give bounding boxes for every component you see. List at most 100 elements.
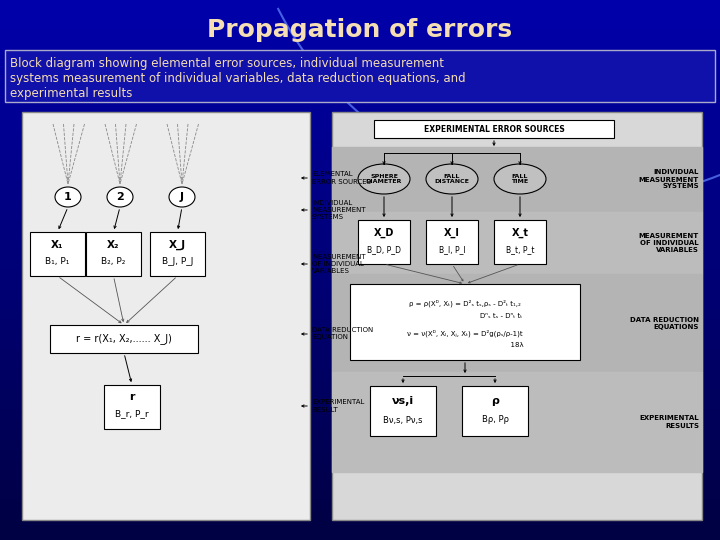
Bar — [0, 220, 720, 230]
FancyBboxPatch shape — [426, 220, 478, 264]
Bar — [0, 420, 720, 430]
Bar — [0, 430, 720, 440]
Text: Dⁿₛ tₛ - Dⁿₜ tₜ: Dⁿₛ tₛ - Dⁿₜ tₜ — [408, 313, 522, 319]
Text: ν = ν(Xᴰ, Xₗ, Xⱼ, Xₜ) = D²g(ρₛ/ρ-1)t: ν = ν(Xᴰ, Xₗ, Xⱼ, Xₜ) = D²g(ρₛ/ρ-1)t — [408, 329, 523, 337]
Text: Bρ, Pρ: Bρ, Pρ — [482, 415, 508, 424]
Text: INDIVIDUAL
MEASUREMENT
SYSTEMS: INDIVIDUAL MEASUREMENT SYSTEMS — [639, 170, 699, 190]
Text: FALL
TIME: FALL TIME — [511, 173, 528, 184]
Bar — [0, 330, 720, 340]
Bar — [0, 20, 720, 30]
Bar — [0, 200, 720, 210]
Bar — [0, 250, 720, 260]
Bar — [0, 160, 720, 170]
Bar — [0, 110, 720, 120]
Bar — [0, 280, 720, 290]
Text: EXPERIMENTAL ERROR SOURCES: EXPERIMENTAL ERROR SOURCES — [423, 125, 564, 133]
Text: SPHERE
DIAMETER: SPHERE DIAMETER — [366, 173, 402, 184]
Text: J: J — [180, 192, 184, 202]
Text: r = r(X₁, X₂,...... X_J): r = r(X₁, X₂,...... X_J) — [76, 334, 172, 345]
Text: DATA REDUCTION
EQUATIONS: DATA REDUCTION EQUATIONS — [630, 316, 699, 329]
Text: B_l, P_l: B_l, P_l — [438, 245, 465, 254]
FancyBboxPatch shape — [350, 284, 580, 360]
Text: X_D: X_D — [374, 228, 394, 238]
Bar — [0, 30, 720, 40]
FancyBboxPatch shape — [358, 220, 410, 264]
Text: B₂, P₂: B₂, P₂ — [102, 258, 126, 266]
Bar — [0, 10, 720, 20]
Bar — [0, 450, 720, 460]
Text: MEASUREMENT
OF INDIVIDUAL
VARIABLES: MEASUREMENT OF INDIVIDUAL VARIABLES — [639, 233, 699, 253]
Text: X_t: X_t — [511, 228, 528, 238]
Text: INDIVIDUAL
MEASUREMENT
SYSTEMS: INDIVIDUAL MEASUREMENT SYSTEMS — [312, 200, 366, 220]
Bar — [0, 380, 720, 390]
Ellipse shape — [358, 164, 410, 194]
Bar — [0, 0, 720, 10]
Bar — [332, 212, 702, 274]
Bar — [0, 360, 720, 370]
Ellipse shape — [169, 187, 195, 207]
Bar — [0, 190, 720, 200]
Bar — [0, 180, 720, 190]
Bar — [0, 290, 720, 300]
Bar — [0, 80, 720, 90]
Text: DATA REDUCTION
EQUATION: DATA REDUCTION EQUATION — [312, 327, 373, 341]
Bar — [332, 274, 702, 372]
FancyBboxPatch shape — [30, 232, 85, 276]
Text: Propagation of errors: Propagation of errors — [207, 18, 513, 42]
FancyBboxPatch shape — [22, 112, 310, 520]
Bar — [0, 70, 720, 80]
FancyBboxPatch shape — [86, 232, 141, 276]
Bar — [0, 440, 720, 450]
Text: B_D, P_D: B_D, P_D — [367, 245, 401, 254]
Bar — [0, 490, 720, 500]
Bar — [332, 372, 702, 472]
FancyBboxPatch shape — [50, 325, 198, 353]
Text: X₁: X₁ — [51, 240, 64, 250]
Bar — [0, 140, 720, 150]
Bar — [0, 400, 720, 410]
Bar — [0, 520, 720, 530]
Text: B_J, P_J: B_J, P_J — [162, 258, 193, 266]
Bar — [0, 480, 720, 490]
Bar — [0, 170, 720, 180]
Text: 1: 1 — [64, 192, 72, 202]
Bar — [0, 510, 720, 520]
Bar — [0, 460, 720, 470]
FancyBboxPatch shape — [374, 120, 614, 138]
Bar — [0, 260, 720, 270]
Text: ELEMENTAL
ERROR SOURCES: ELEMENTAL ERROR SOURCES — [312, 172, 371, 185]
Bar — [0, 90, 720, 100]
Text: EXPERIMENTAL
RESULTS: EXPERIMENTAL RESULTS — [639, 415, 699, 429]
FancyBboxPatch shape — [462, 386, 528, 436]
Text: B₁, P₁: B₁, P₁ — [45, 258, 70, 266]
Text: X_J: X_J — [169, 240, 186, 251]
Bar — [0, 530, 720, 540]
Bar — [0, 230, 720, 240]
Text: systems measurement of individual variables, data reduction equations, and: systems measurement of individual variab… — [10, 72, 466, 85]
Bar — [0, 150, 720, 160]
FancyBboxPatch shape — [104, 385, 160, 429]
Bar — [0, 300, 720, 310]
Ellipse shape — [55, 187, 81, 207]
Text: Bν,s, Pν,s: Bν,s, Pν,s — [383, 415, 423, 424]
Ellipse shape — [494, 164, 546, 194]
Text: MEASUREMENT
OF INDIVIDUAL
VARIABLES: MEASUREMENT OF INDIVIDUAL VARIABLES — [312, 254, 366, 274]
Bar — [0, 210, 720, 220]
Bar — [0, 470, 720, 480]
Text: FALL
DISTANCE: FALL DISTANCE — [435, 173, 469, 184]
Bar — [0, 130, 720, 140]
Bar — [0, 100, 720, 110]
Bar — [0, 410, 720, 420]
Bar — [0, 310, 720, 320]
Ellipse shape — [426, 164, 478, 194]
Bar — [0, 370, 720, 380]
Bar — [0, 500, 720, 510]
Text: Block diagram showing elemental error sources, individual measurement: Block diagram showing elemental error so… — [10, 57, 444, 70]
Text: X_l: X_l — [444, 228, 460, 238]
Bar — [332, 147, 702, 212]
Text: r: r — [130, 393, 135, 402]
FancyBboxPatch shape — [5, 50, 715, 102]
FancyBboxPatch shape — [370, 386, 436, 436]
Text: B_t, P_t: B_t, P_t — [505, 245, 534, 254]
Text: 18λ: 18λ — [407, 342, 523, 348]
